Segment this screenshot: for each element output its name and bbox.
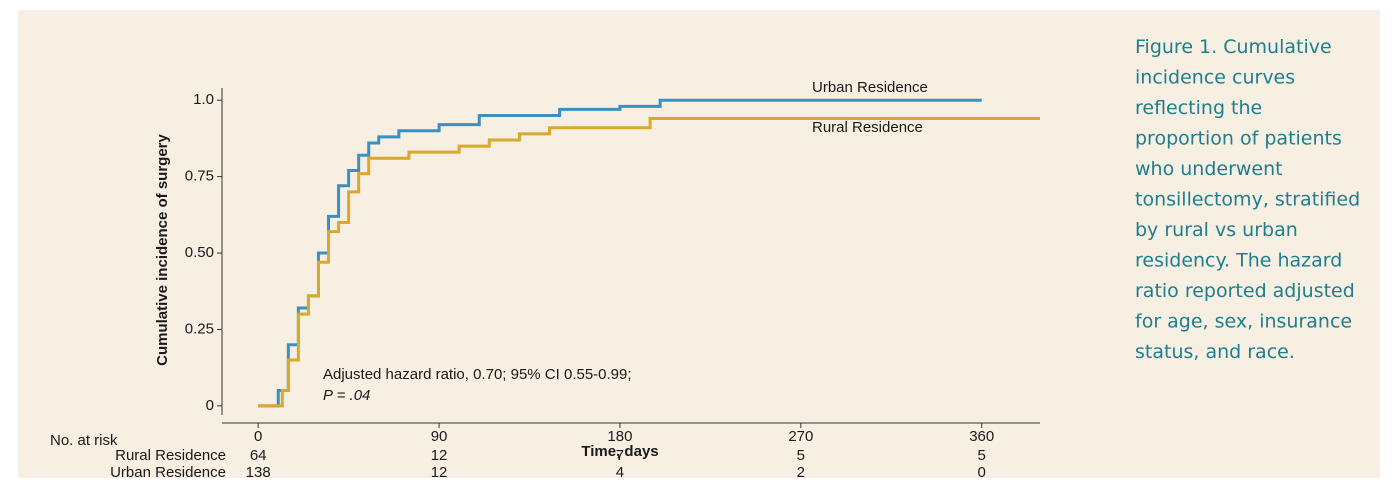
x-axis-label: Time, days xyxy=(581,443,658,460)
caption-line: incidence curves xyxy=(1135,67,1295,89)
x-tick-label: 0 xyxy=(254,428,262,445)
y-tick-label: 1.0 xyxy=(193,91,214,108)
y-axis-label: Cumulative incidence of surgery xyxy=(154,133,171,365)
risk-count: 138 xyxy=(246,464,271,481)
y-tick-label: 0 xyxy=(206,397,214,414)
x-tick-label: 180 xyxy=(607,428,632,445)
risk-count: 2 xyxy=(797,464,805,481)
caption-line: reflecting the xyxy=(1135,97,1262,119)
annotation: Adjusted hazard ratio, 0.70; 95% CI 0.55… xyxy=(323,366,632,383)
series-label: Rural Residence xyxy=(812,119,923,136)
caption-line: proportion of patients xyxy=(1135,128,1342,150)
y-tick-label: 0.50 xyxy=(185,244,214,261)
caption-line: Figure 1. Cumulative xyxy=(1135,36,1332,58)
risk-row-label: Rural Residence xyxy=(115,447,226,464)
risk-table-title: No. at risk xyxy=(50,432,118,449)
caption-line: residency. The hazard xyxy=(1135,250,1342,272)
x-tick-label: 90 xyxy=(431,428,448,445)
y-tick-label: 0.75 xyxy=(185,168,214,185)
risk-count: 4 xyxy=(616,464,624,481)
risk-count: 12 xyxy=(431,464,448,481)
x-tick-label: 360 xyxy=(969,428,994,445)
panel xyxy=(18,10,1380,478)
risk-count: 12 xyxy=(431,447,448,464)
caption-line: ratio reported adjusted xyxy=(1135,280,1355,302)
risk-count: 5 xyxy=(978,447,986,464)
caption-line: who underwent xyxy=(1135,158,1283,180)
risk-count: 5 xyxy=(797,447,805,464)
y-tick-label: 0.25 xyxy=(185,320,214,337)
caption-line: for age, sex, insurance xyxy=(1135,311,1352,333)
caption-line: status, and race. xyxy=(1135,341,1295,363)
caption-line: tonsillectomy, stratified xyxy=(1135,189,1360,211)
risk-count: 64 xyxy=(250,447,267,464)
x-tick-label: 270 xyxy=(788,428,813,445)
caption-line: by rural vs urban xyxy=(1135,219,1298,241)
risk-row-label: Urban Residence xyxy=(110,464,226,481)
series-label: Urban Residence xyxy=(812,79,928,96)
curve xyxy=(258,117,1040,408)
risk-count: 7 xyxy=(616,447,624,464)
risk-count: 0 xyxy=(978,464,986,481)
annotation: P = .04 xyxy=(323,387,370,404)
